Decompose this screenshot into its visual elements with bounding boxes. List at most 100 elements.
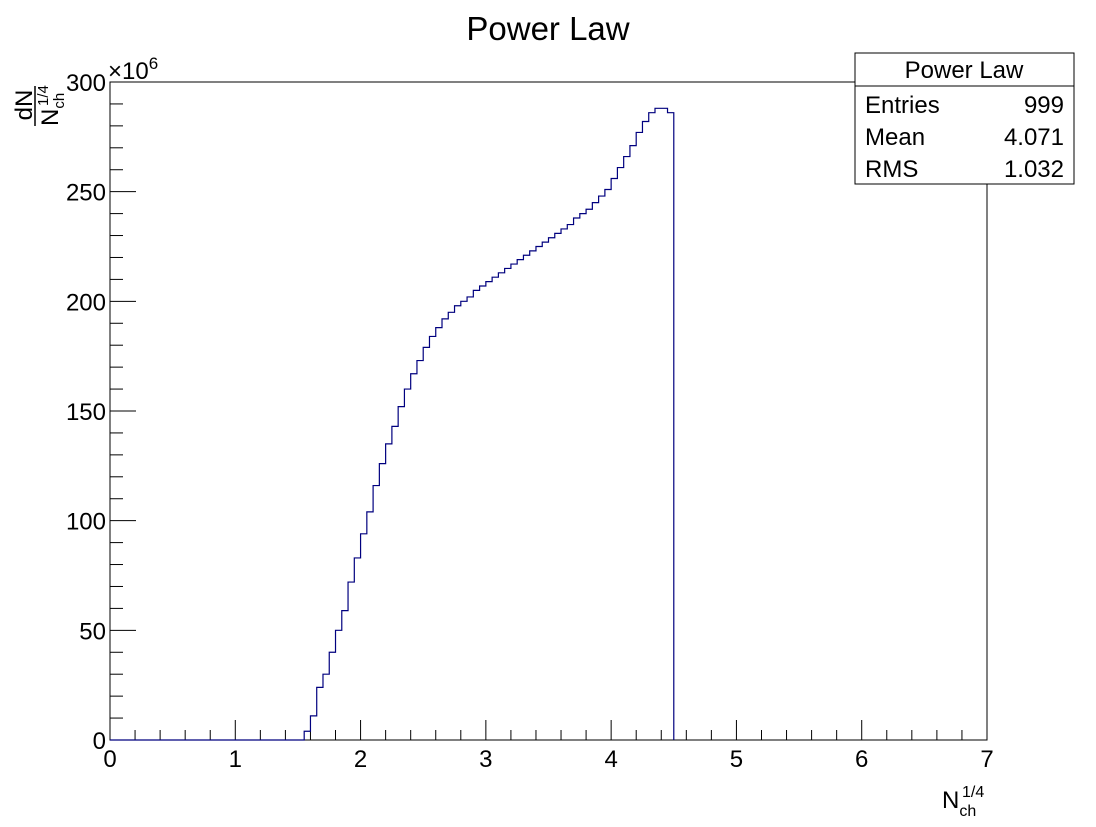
stats-rms-value: 1.032 — [1004, 156, 1064, 183]
y-axis-label: dN Nch 1/4 — [11, 85, 68, 126]
stats-box: Power Law Entries 999 Mean 4.071 RMS 1.0… — [854, 52, 1075, 185]
histogram-bin — [580, 214, 586, 740]
histogram-bin — [492, 277, 498, 740]
histogram-series — [110, 107, 675, 741]
histogram-bin — [486, 282, 492, 740]
histogram-bin — [329, 652, 335, 740]
x-axis-tick-labels: 0 1 2 3 4 5 6 7 — [103, 746, 993, 773]
histogram-bin — [417, 361, 423, 740]
histogram-bin — [429, 336, 435, 740]
stats-mean-label: Mean — [865, 124, 925, 151]
histogram-bin — [605, 189, 611, 740]
histogram-bin — [310, 716, 316, 740]
y-tick-label: 150 — [66, 399, 106, 426]
histogram-bin — [480, 286, 486, 740]
stats-box-title: Power Law — [905, 57, 1024, 84]
y-axis-label-denominator: Nch — [37, 93, 68, 126]
histogram-bin — [442, 319, 448, 740]
y-axis-label-den-main: N — [37, 109, 64, 126]
histogram-bin — [473, 290, 479, 740]
histogram-bin — [586, 209, 592, 740]
histogram-bin — [455, 306, 461, 740]
histogram-bin — [436, 328, 442, 740]
histogram-bin — [624, 157, 630, 740]
histogram-bin — [336, 630, 342, 740]
x-tick-label: 4 — [604, 746, 617, 773]
histogram-bin — [567, 225, 573, 740]
y-tick-label: 50 — [79, 618, 106, 645]
histogram-bin — [505, 268, 511, 740]
y-tick-label: 200 — [66, 289, 106, 316]
x-tick-label: 5 — [730, 746, 743, 773]
y-axis-label-numerator: dN — [11, 90, 38, 121]
chart-title: Power Law — [466, 10, 629, 47]
histogram-bin — [423, 347, 429, 740]
histogram-bin — [642, 121, 648, 740]
histogram-bin — [668, 113, 674, 740]
histogram-bin — [317, 687, 323, 740]
histogram-bin — [549, 238, 555, 740]
histogram-bin — [361, 534, 367, 740]
histogram-bin — [467, 297, 473, 740]
histogram-bin — [599, 196, 605, 740]
histogram-bin — [498, 273, 504, 740]
histogram-bin — [517, 260, 523, 740]
histogram-bin — [392, 426, 398, 740]
histogram-bin — [649, 113, 655, 740]
stats-mean-value: 4.071 — [1004, 124, 1064, 151]
x-axis-label-sup: 1/4 — [962, 784, 984, 801]
histogram-bin — [461, 301, 467, 740]
histogram-bin — [348, 582, 354, 740]
histogram-bin — [386, 444, 392, 740]
stats-rms-label: RMS — [865, 156, 918, 183]
histogram-bin — [511, 264, 517, 740]
histogram-bin — [636, 132, 642, 740]
x-tick-label: 3 — [479, 746, 492, 773]
y-tick-label: 250 — [66, 180, 106, 207]
histogram-bin — [592, 203, 598, 740]
x-axis-label-main: N — [942, 787, 959, 814]
histogram-line — [110, 107, 675, 741]
histogram-bin — [342, 611, 348, 740]
y-multiplier: ×106 — [108, 54, 158, 85]
histogram-bin — [367, 512, 373, 740]
x-tick-label: 0 — [103, 746, 116, 773]
histogram-bin — [448, 312, 454, 740]
stats-entries-label: Entries — [865, 92, 940, 119]
histogram-bin — [611, 179, 617, 740]
histogram-bin — [561, 229, 567, 740]
histogram-bin — [323, 674, 329, 740]
histogram-bin — [411, 374, 417, 740]
stats-box-frame — [854, 52, 1075, 185]
y-axis-tick-labels: 0 50 100 150 200 250 300 — [66, 70, 106, 755]
histogram-bin — [373, 486, 379, 740]
x-axis-ticks — [109, 720, 988, 740]
y-axis-label-den-sup: 1/4 — [35, 85, 52, 106]
histogram-bin — [398, 407, 404, 740]
y-multiplier-exponent: 6 — [149, 54, 158, 73]
histogram-bin — [617, 168, 623, 740]
x-tick-label: 1 — [229, 746, 242, 773]
histogram-bin — [404, 389, 410, 740]
histogram-bin — [379, 464, 385, 740]
y-tick-label: 0 — [93, 728, 106, 755]
histogram-bin — [542, 242, 548, 740]
y-tick-label: 100 — [66, 509, 106, 536]
x-axis-label-sub: ch — [959, 803, 976, 820]
x-axis-label: Nch — [942, 787, 976, 820]
stats-entries-value: 999 — [1024, 92, 1064, 119]
histogram-bin — [530, 251, 536, 740]
histogram-bin — [630, 146, 636, 740]
histogram-bin — [574, 218, 580, 740]
histogram-bin — [354, 558, 360, 740]
histogram-bin — [555, 233, 561, 740]
x-tick-label: 2 — [354, 746, 367, 773]
histogram-bin — [523, 255, 529, 740]
x-tick-label: 7 — [980, 746, 993, 773]
y-multiplier-prefix: ×10 — [108, 58, 149, 85]
histogram-bin — [536, 247, 542, 741]
x-tick-label: 6 — [855, 746, 868, 773]
y-tick-label: 300 — [66, 70, 106, 97]
